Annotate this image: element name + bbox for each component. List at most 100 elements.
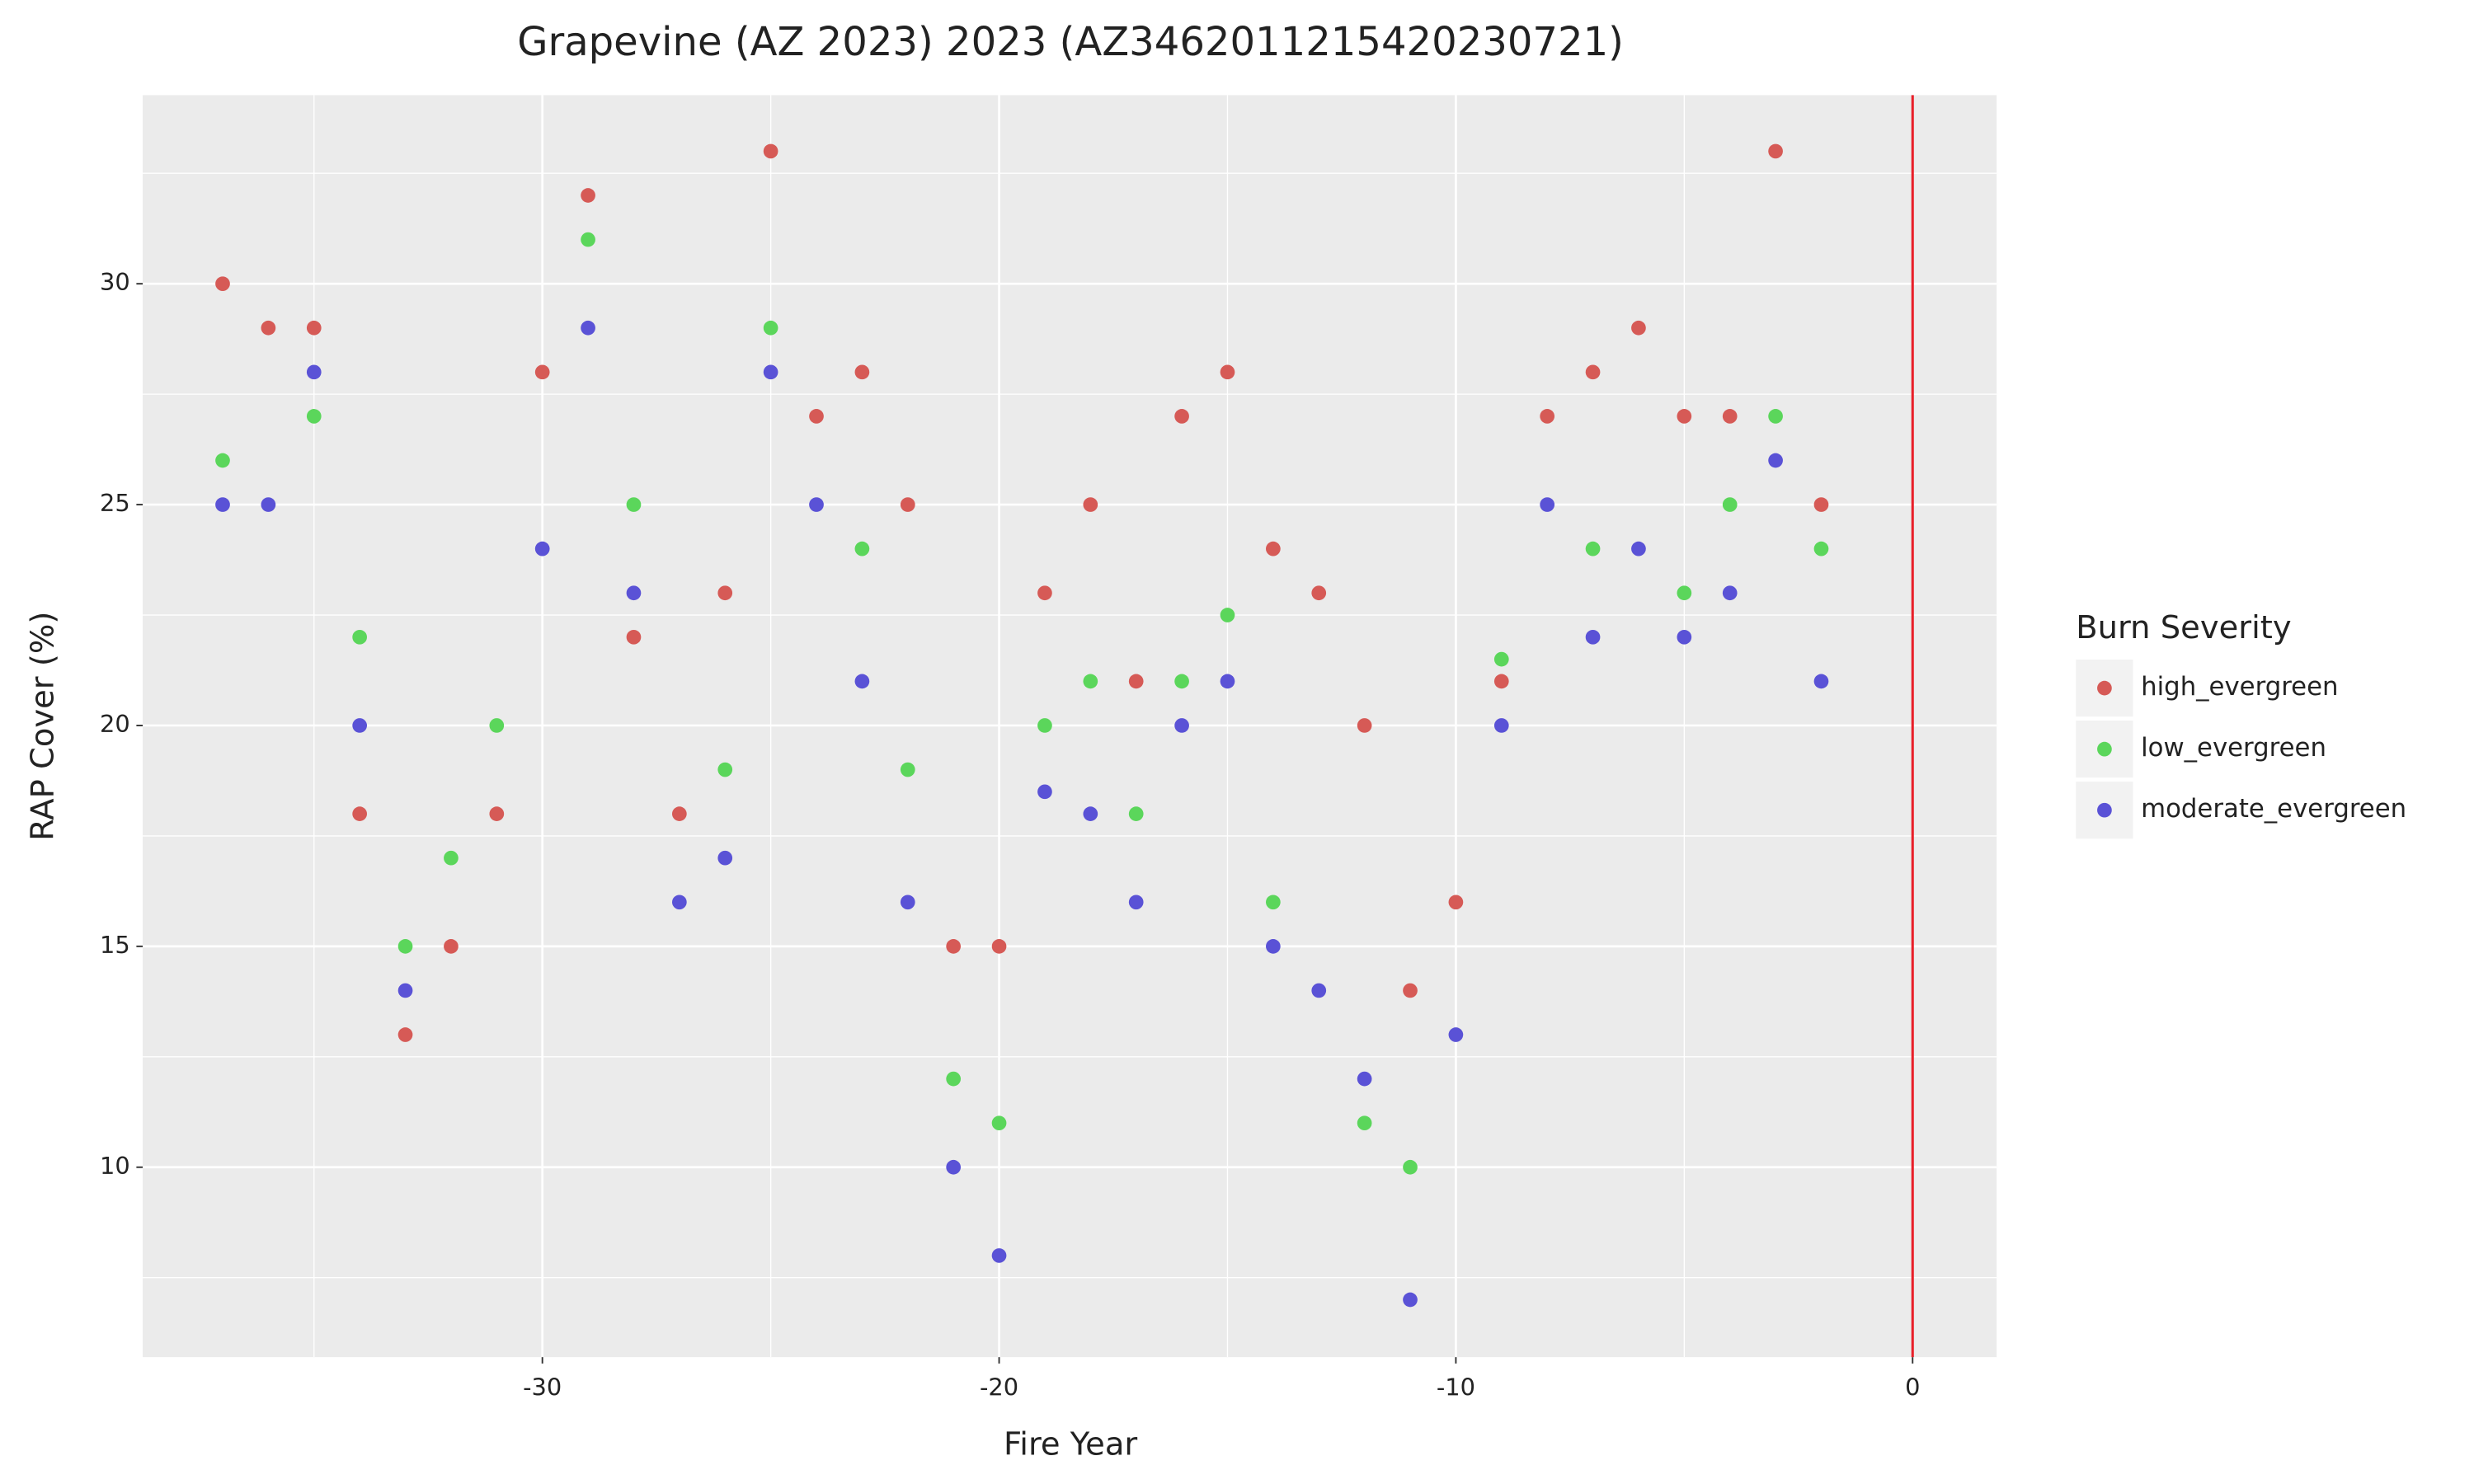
data-point: [352, 806, 368, 821]
data-point: [1540, 409, 1555, 424]
data-point: [1403, 1159, 1418, 1175]
data-point: [1722, 409, 1738, 424]
data-point: [261, 320, 276, 336]
legend-label: moderate_evergreen: [2141, 794, 2406, 824]
data-point: [397, 939, 413, 954]
data-point: [1448, 1027, 1464, 1042]
x-tick-label: -30: [523, 1374, 562, 1402]
data-point: [672, 895, 687, 910]
data-point: [444, 850, 459, 866]
data-point: [581, 320, 595, 336]
data-point: [1813, 541, 1829, 556]
data-point: [1037, 718, 1052, 733]
data-point: [261, 497, 276, 512]
x-tick-label: -20: [980, 1374, 1018, 1402]
data-point: [489, 806, 505, 821]
data-point: [306, 364, 322, 380]
data-point: [215, 276, 230, 292]
data-point: [809, 409, 824, 424]
data-point: [489, 718, 505, 733]
data-point: [1220, 674, 1235, 689]
data-point: [1631, 541, 1646, 556]
grid: [143, 95, 1997, 1358]
data-point: [763, 364, 778, 380]
data-point: [1677, 409, 1692, 424]
data-point: [626, 497, 642, 512]
data-point: [1403, 1292, 1418, 1308]
data-point: [581, 232, 595, 247]
data-point: [1037, 784, 1052, 800]
data-point: [397, 1027, 413, 1042]
data-point: [1357, 718, 1372, 733]
data-point: [1220, 364, 1235, 380]
data-point: [352, 629, 368, 645]
data-point: [581, 188, 595, 203]
data-point: [1722, 585, 1738, 601]
data-point: [1768, 143, 1783, 159]
data-point: [854, 674, 870, 689]
data-point: [854, 364, 870, 380]
legend-label: high_evergreen: [2141, 672, 2338, 702]
data-point: [1493, 651, 1509, 667]
data-point: [444, 939, 459, 954]
data-point: [1585, 541, 1601, 556]
data-point: [1128, 806, 1144, 821]
data-point: [1813, 497, 1829, 512]
data-point: [215, 453, 230, 468]
data-point: [1813, 674, 1829, 689]
data-point: [1083, 806, 1098, 821]
y-axis-label: RAP Cover (%): [24, 612, 61, 841]
data-point: [946, 939, 962, 954]
data-point: [1722, 497, 1738, 512]
data-point: [1585, 629, 1601, 645]
data-point: [1311, 983, 1327, 998]
data-point: [717, 762, 733, 777]
data-point: [1493, 674, 1509, 689]
data-point: [1631, 320, 1646, 336]
data-point: [626, 585, 642, 601]
legend-symbol: [2097, 802, 2112, 818]
data-point: [763, 320, 778, 336]
data-point: [1174, 718, 1189, 733]
data-point: [1266, 895, 1281, 910]
data-point: [306, 409, 322, 424]
y-tick-label: 20: [100, 710, 130, 738]
data-point: [1083, 497, 1098, 512]
data-point: [1220, 608, 1235, 622]
data-point: [534, 364, 550, 380]
data-point: [854, 541, 870, 556]
data-point: [1585, 364, 1601, 380]
data-point: [397, 983, 413, 998]
data-point: [1174, 409, 1189, 424]
data-point: [1357, 1071, 1372, 1087]
data-point: [1174, 674, 1189, 689]
data-point: [1493, 718, 1509, 733]
data-point: [946, 1071, 962, 1087]
data-point: [626, 629, 642, 645]
data-point: [763, 143, 778, 159]
data-point: [1266, 541, 1281, 556]
y-tick-label: 25: [100, 489, 130, 517]
y-tick-label: 30: [100, 268, 130, 296]
data-point: [991, 1248, 1007, 1263]
legend-title: Burn Severity: [2076, 609, 2291, 646]
data-point: [900, 497, 915, 512]
data-point: [672, 806, 687, 821]
data-point: [1037, 585, 1052, 601]
data-point: [946, 1159, 962, 1175]
data-point: [1448, 895, 1464, 910]
data-point: [809, 497, 824, 512]
y-tick-label: 10: [100, 1152, 130, 1180]
data-point: [1311, 585, 1327, 601]
x-tick-label: 0: [1905, 1374, 1920, 1402]
data-point: [352, 718, 368, 733]
x-tick-label: -10: [1437, 1374, 1475, 1402]
legend-label: low_evergreen: [2141, 733, 2326, 763]
legend-symbol: [2097, 680, 2112, 696]
data-point: [306, 320, 322, 336]
data-point: [717, 585, 733, 601]
data-point: [1677, 629, 1692, 645]
y-tick-label: 15: [100, 931, 130, 959]
data-point: [1266, 939, 1281, 954]
